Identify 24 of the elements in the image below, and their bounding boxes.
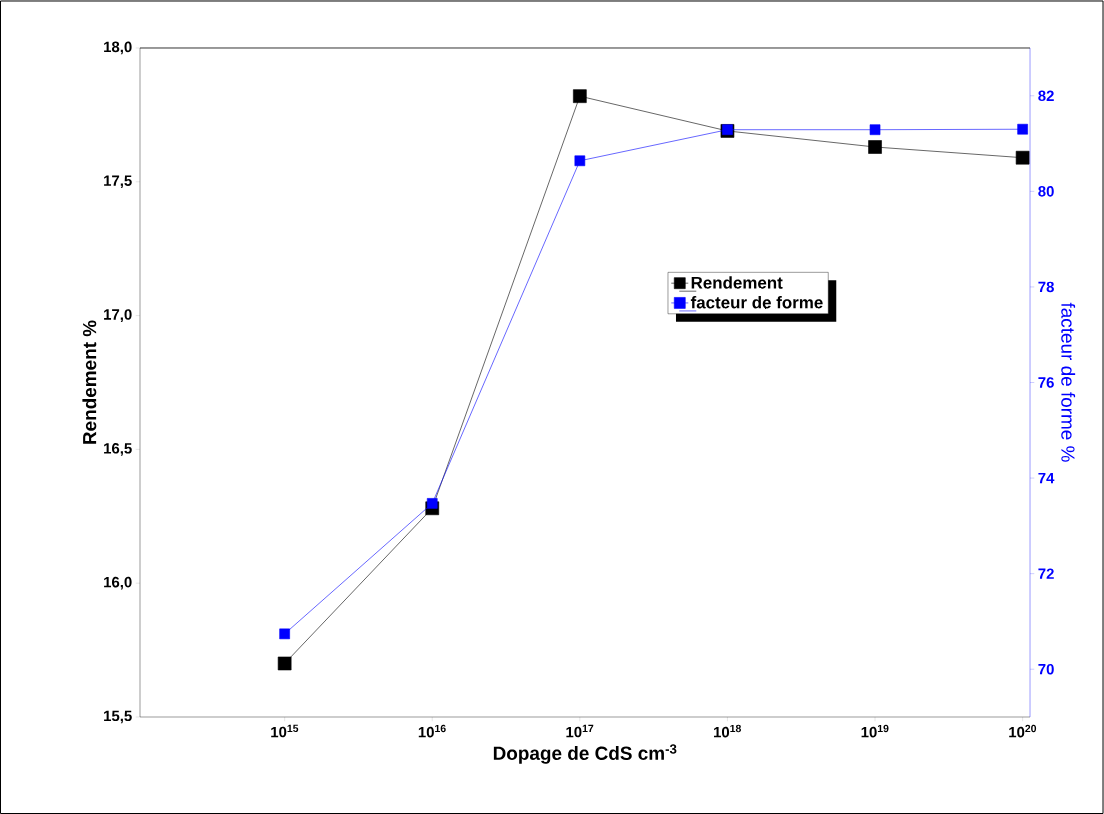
legend-label: facteur de forme [690,296,823,309]
y2-tick-label: 80 [1038,186,1054,197]
y-tick-label: 16,5 [104,443,132,456]
y-tick-label: 18,0 [104,41,132,55]
x-tick-label: 10$^{15}$ [271,724,299,738]
y-tick-label: 15,5 [104,710,132,724]
y2-tick-label: 76 [1038,377,1054,388]
y2-tick-label: 70 [1038,663,1054,675]
y2-tick-label: 72 [1038,568,1054,579]
y2-tick-label: 74 [1038,472,1055,484]
x-tick-label: 10$^{20}$ [1009,724,1037,738]
x-axis-title: Dopage de CdS cm$^{-3}$ [493,744,677,764]
y-axis-title: Rendement % [82,320,97,444]
y2-tick-label: 82 [1038,90,1054,102]
x-tick-label: 10$^{16}$ [418,724,446,738]
x-tick-label: 10$^{19}$ [861,724,889,738]
x-tick-label: 10$^{18}$ [714,724,741,738]
y-tick-label: 17,0 [104,309,132,322]
y2-axis-title: facteur de forme % [1061,302,1076,462]
y-tick-label: 16,0 [104,576,132,590]
y2-tick-label: 78 [1038,281,1054,293]
y-tick-label: 17,5 [104,175,132,189]
legend-label: Rendement [691,276,783,289]
x-tick-label: 10$^{17}$ [566,724,594,738]
